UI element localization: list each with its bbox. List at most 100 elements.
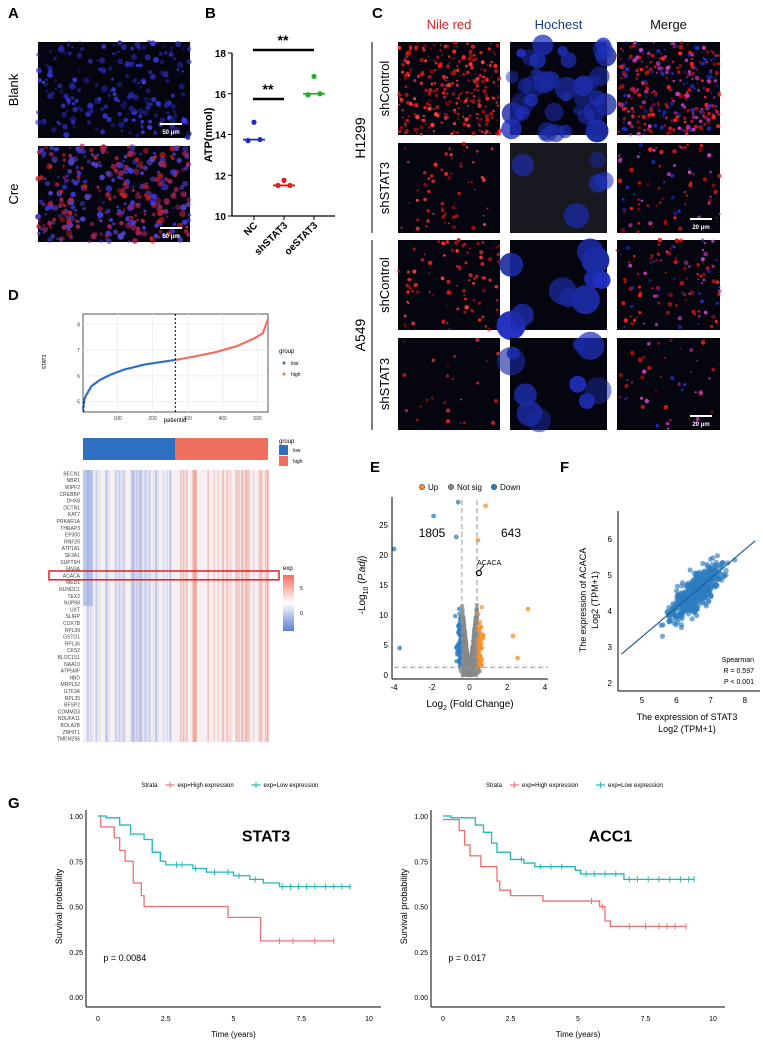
micrograph-signal <box>445 419 450 424</box>
micrograph-signal <box>38 175 44 180</box>
micrograph-signal <box>651 131 654 133</box>
micrograph-signal <box>696 273 700 276</box>
micrograph-signal <box>111 87 116 92</box>
y-tick-label: 15 <box>379 581 388 590</box>
micrograph-signal <box>44 145 48 150</box>
micrograph-signal <box>588 173 608 193</box>
micrograph-signal <box>403 314 407 318</box>
micrograph-signal <box>51 156 58 163</box>
heatmap-stripe <box>92 470 94 742</box>
micrograph-signal <box>690 65 695 70</box>
micrograph-signal <box>655 204 658 208</box>
micrograph-signal <box>46 163 53 170</box>
y-axis-label: Survival probability <box>399 868 409 944</box>
micrograph-signal <box>61 111 68 118</box>
micrograph-signal <box>44 213 48 216</box>
micrograph-signal <box>136 46 142 51</box>
micrograph-signal <box>669 338 673 343</box>
heatmap-stripe <box>130 470 133 742</box>
micrograph-signal <box>715 258 718 261</box>
heatmap-stripe <box>226 470 228 742</box>
micrograph-signal <box>467 181 470 183</box>
micrograph-signal <box>524 93 539 107</box>
micrograph-signal <box>186 217 192 223</box>
micrograph-signal <box>187 47 192 52</box>
legend-entry: high <box>293 459 303 465</box>
gene-label-ATP5MF: ATP5MF <box>61 669 80 675</box>
volcano-point <box>472 635 477 640</box>
micrograph-signal <box>628 133 633 137</box>
micrograph-signal <box>701 281 704 285</box>
scatter-point <box>708 556 714 562</box>
micrograph-signal <box>711 367 716 372</box>
micrograph-signal <box>51 128 57 133</box>
micrograph-signal <box>494 131 499 136</box>
volcano-point <box>474 615 479 621</box>
micrograph-signal <box>185 60 189 63</box>
heatmap-stripe <box>166 470 169 742</box>
micrograph-signal <box>130 53 138 61</box>
micrograph-signal <box>640 199 644 203</box>
scatter-point <box>674 583 681 589</box>
micrograph-signal <box>74 208 78 212</box>
micrograph-signal <box>670 97 674 101</box>
micrograph-signal <box>658 57 662 61</box>
micrograph-signal <box>80 166 84 170</box>
micrograph-signal <box>148 119 152 124</box>
micrograph-signal <box>102 61 106 64</box>
y-tick-label: 1.00 <box>414 814 428 821</box>
micrograph-signal <box>87 58 93 64</box>
micrograph-signal <box>677 226 683 231</box>
gene-label-COMMD3: COMMD3 <box>58 709 80 715</box>
micrograph-signal <box>639 67 644 72</box>
scatter-point <box>692 608 698 614</box>
micrograph-signal <box>711 314 716 319</box>
micrograph-signal <box>584 377 612 404</box>
micrograph-signal <box>679 79 682 82</box>
micrograph-signal <box>474 188 477 191</box>
micrograph-signal <box>433 60 435 62</box>
micrograph-signal <box>412 269 417 274</box>
scatter-point <box>673 612 679 618</box>
micrograph-signal <box>644 85 647 88</box>
micrograph-signal <box>655 258 658 262</box>
micrograph-signal <box>184 166 189 171</box>
micrograph-signal <box>685 127 689 131</box>
micrograph-signal <box>404 56 408 59</box>
micrograph-signal <box>709 195 712 198</box>
heatmap-stripe <box>248 470 251 742</box>
micrograph-signal <box>99 239 104 243</box>
micrograph-signal <box>185 225 189 229</box>
micrograph-signal <box>449 153 453 157</box>
stats-p: P < 0.001 <box>724 679 754 686</box>
micrograph-signal <box>652 54 656 57</box>
micrograph-signal <box>456 307 460 311</box>
heatmap-stripe <box>264 470 266 742</box>
micrograph-signal <box>106 116 112 123</box>
x-tick-label: 7.5 <box>296 1016 306 1023</box>
micrograph-signal <box>424 88 428 93</box>
micrograph-signal <box>690 107 696 113</box>
heatmap-stripe <box>105 470 107 742</box>
micrograph-signal <box>469 247 471 250</box>
micrograph-signal <box>163 198 171 205</box>
micrograph-signal <box>447 364 450 367</box>
micrograph-signal <box>622 72 627 77</box>
micrograph-signal <box>45 78 48 81</box>
heatmap-stripe <box>242 470 245 742</box>
micrograph-signal <box>99 174 105 181</box>
scatter-point <box>714 574 720 580</box>
heatmap-stripe <box>235 470 237 742</box>
micrograph-signal <box>652 294 657 298</box>
row-label: shControl <box>377 61 392 117</box>
p-value: p = 0.0084 <box>103 953 146 963</box>
micrograph-signal <box>695 359 698 362</box>
micrograph-signal <box>80 216 86 222</box>
micrograph-signal <box>685 277 688 280</box>
micrograph-signal <box>423 182 428 187</box>
micrograph-signal <box>690 84 695 89</box>
micrograph-signal <box>710 69 712 72</box>
micrograph-signal <box>501 118 522 140</box>
micrograph-signal <box>431 358 436 363</box>
micrograph-signal <box>617 101 622 107</box>
